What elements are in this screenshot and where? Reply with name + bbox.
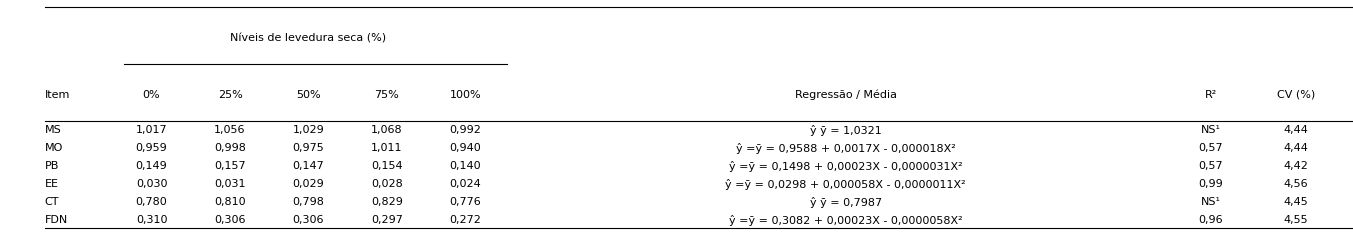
Text: 0,030: 0,030 xyxy=(135,179,168,189)
Text: ŷ =ȳ = 0,0298 + 0,000058X - 0,0000011X²: ŷ =ȳ = 0,0298 + 0,000058X - 0,0000011X² xyxy=(725,179,966,190)
Text: Níveis de levedura seca (%): Níveis de levedura seca (%) xyxy=(230,34,387,44)
Text: CV (%): CV (%) xyxy=(1277,90,1315,100)
Text: 0,829: 0,829 xyxy=(371,197,403,207)
Text: 4,44: 4,44 xyxy=(1284,143,1308,153)
Text: 4,55: 4,55 xyxy=(1284,215,1308,225)
Text: 1,056: 1,056 xyxy=(214,125,246,135)
Text: 0,297: 0,297 xyxy=(371,215,403,225)
Text: 0%: 0% xyxy=(142,90,161,100)
Text: PB: PB xyxy=(45,161,60,171)
Text: 0,272: 0,272 xyxy=(449,215,482,225)
Text: 1,017: 1,017 xyxy=(135,125,168,135)
Text: Regressão / Média: Regressão / Média xyxy=(794,90,897,100)
Text: 0,810: 0,810 xyxy=(214,197,246,207)
Text: 0,031: 0,031 xyxy=(214,179,246,189)
Text: 0,310: 0,310 xyxy=(135,215,168,225)
Text: 0,028: 0,028 xyxy=(371,179,403,189)
Text: 0,024: 0,024 xyxy=(449,179,482,189)
Text: 1,011: 1,011 xyxy=(371,143,403,153)
Text: 0,306: 0,306 xyxy=(292,215,325,225)
Text: NS¹: NS¹ xyxy=(1201,125,1220,135)
Text: 4,44: 4,44 xyxy=(1284,125,1308,135)
Text: 0,57: 0,57 xyxy=(1199,143,1223,153)
Text: ŷ ȳ = 0,7987: ŷ ȳ = 0,7987 xyxy=(809,197,882,208)
Text: 4,42: 4,42 xyxy=(1284,161,1308,171)
Text: ŷ =ȳ = 0,1498 + 0,00023X - 0,0000031X²: ŷ =ȳ = 0,1498 + 0,00023X - 0,0000031X² xyxy=(729,161,962,172)
Text: MS: MS xyxy=(45,125,61,135)
Text: 0,992: 0,992 xyxy=(449,125,482,135)
Text: 0,998: 0,998 xyxy=(214,143,246,153)
Text: MO: MO xyxy=(45,143,64,153)
Text: 75%: 75% xyxy=(375,90,399,100)
Text: 0,306: 0,306 xyxy=(214,215,246,225)
Text: 0,154: 0,154 xyxy=(371,161,403,171)
Text: 0,147: 0,147 xyxy=(292,161,325,171)
Text: 25%: 25% xyxy=(218,90,242,100)
Text: 0,157: 0,157 xyxy=(214,161,246,171)
Text: EE: EE xyxy=(45,179,58,189)
Text: 100%: 100% xyxy=(449,90,482,100)
Text: 1,029: 1,029 xyxy=(292,125,325,135)
Text: 0,96: 0,96 xyxy=(1199,215,1223,225)
Text: 0,776: 0,776 xyxy=(449,197,482,207)
Text: 0,140: 0,140 xyxy=(449,161,482,171)
Text: ŷ =ȳ = 0,9588 + 0,0017X - 0,000018X²: ŷ =ȳ = 0,9588 + 0,0017X - 0,000018X² xyxy=(736,143,955,154)
Text: R²: R² xyxy=(1204,90,1218,100)
Text: 4,56: 4,56 xyxy=(1284,179,1308,189)
Text: 0,99: 0,99 xyxy=(1199,179,1223,189)
Text: 4,45: 4,45 xyxy=(1284,197,1308,207)
Text: 0,149: 0,149 xyxy=(135,161,168,171)
Text: CT: CT xyxy=(45,197,60,207)
Text: 0,959: 0,959 xyxy=(135,143,168,153)
Text: 0,975: 0,975 xyxy=(292,143,325,153)
Text: 50%: 50% xyxy=(296,90,321,100)
Text: ŷ =ȳ = 0,3082 + 0,00023X - 0,0000058X²: ŷ =ȳ = 0,3082 + 0,00023X - 0,0000058X² xyxy=(729,215,962,226)
Text: 0,780: 0,780 xyxy=(135,197,168,207)
Text: NS¹: NS¹ xyxy=(1201,197,1220,207)
Text: 0,029: 0,029 xyxy=(292,179,325,189)
Text: 0,57: 0,57 xyxy=(1199,161,1223,171)
Text: FDN: FDN xyxy=(45,215,68,225)
Text: 1,068: 1,068 xyxy=(371,125,403,135)
Text: ŷ ȳ = 1,0321: ŷ ȳ = 1,0321 xyxy=(809,125,882,136)
Text: Item: Item xyxy=(45,90,70,100)
Text: 0,940: 0,940 xyxy=(449,143,482,153)
Text: 0,798: 0,798 xyxy=(292,197,325,207)
